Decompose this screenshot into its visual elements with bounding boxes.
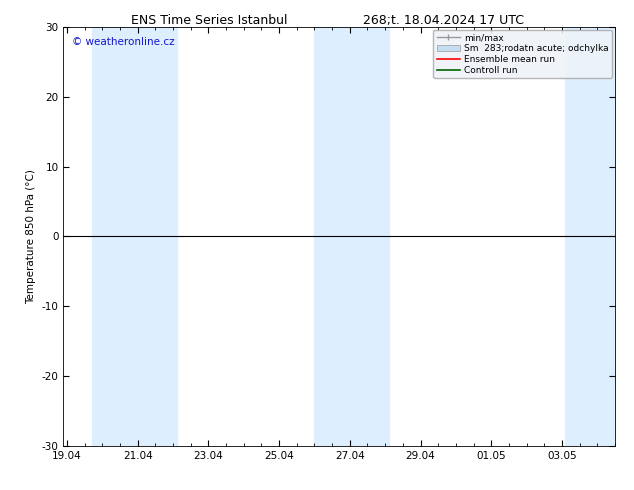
Text: 268;t. 18.04.2024 17 UTC: 268;t. 18.04.2024 17 UTC xyxy=(363,14,524,27)
Bar xyxy=(92,27,176,446)
Bar xyxy=(314,27,389,446)
Text: ENS Time Series Istanbul: ENS Time Series Istanbul xyxy=(131,14,287,27)
Bar xyxy=(566,27,615,446)
Text: © weatheronline.cz: © weatheronline.cz xyxy=(72,37,174,48)
Y-axis label: Temperature 850 hPa (°C): Temperature 850 hPa (°C) xyxy=(26,169,36,304)
Legend: min/max, Sm  283;rodatn acute; odchylka, Ensemble mean run, Controll run: min/max, Sm 283;rodatn acute; odchylka, … xyxy=(434,30,612,78)
